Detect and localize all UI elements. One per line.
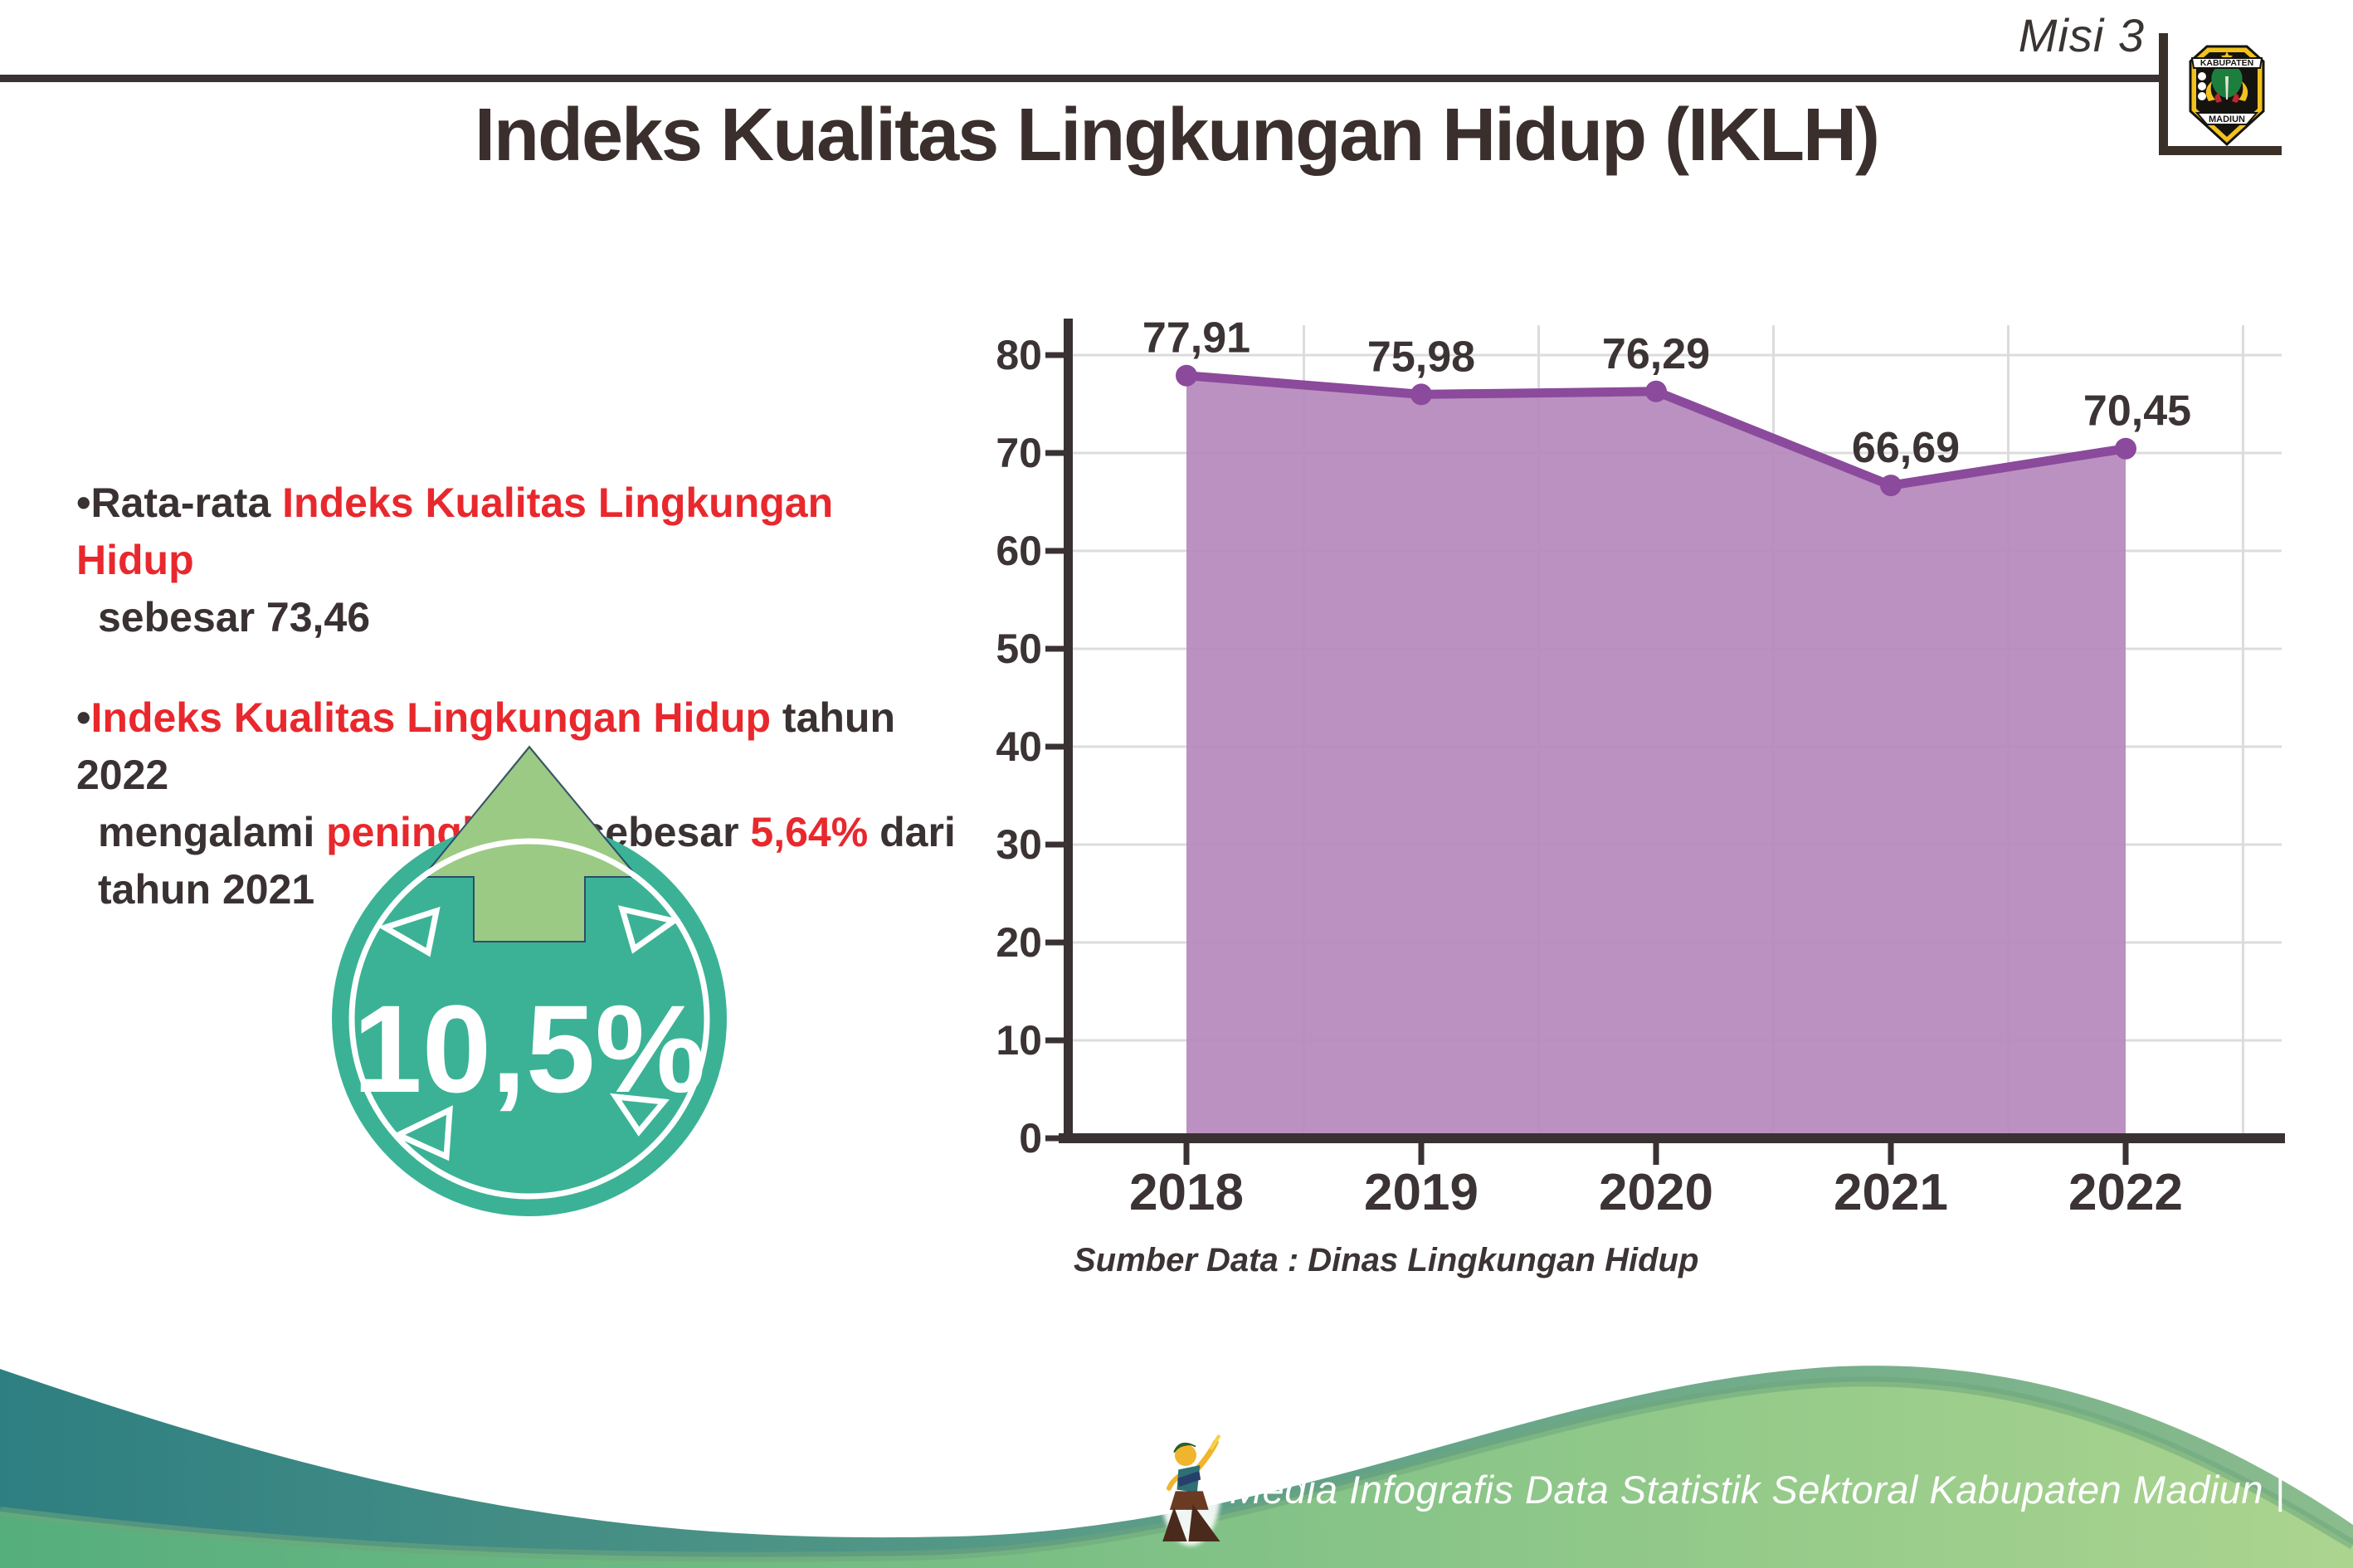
logo-frame-vertical <box>2159 33 2168 155</box>
y-axis-label: 50 <box>996 626 1042 672</box>
logo-wing-right-icon <box>2239 81 2248 101</box>
logo-flame-right <box>2232 93 2239 103</box>
sparkle-triangle-icon <box>378 906 441 957</box>
bullet-line: •Indeks Kualitas Lingkungan Hidup tahun … <box>76 689 956 804</box>
footer-hill-wave <box>0 1381 2353 1568</box>
y-axis-label: 60 <box>996 528 1042 574</box>
data-label: 70,45 <box>2083 387 2191 436</box>
logo-ribbon-bottom-text: MADIUN <box>2209 114 2245 124</box>
y-axis-label: 10 <box>996 1017 1042 1064</box>
bullet-line: sebesar 73,46 <box>76 589 956 646</box>
kabupaten-madiun-logo: KABUPATEN MADIUN <box>2189 45 2265 147</box>
mascot-arm-accent <box>1209 1434 1220 1450</box>
data-point <box>1880 475 1902 497</box>
data-label: 75,98 <box>1367 333 1475 381</box>
bullet-item: •Rata-rata Indeks Kualitas Lingkungan Hi… <box>76 475 956 646</box>
bullet-text-segment: Rata-rata <box>90 480 283 526</box>
bullet-text-segment: mengalami <box>98 809 327 855</box>
y-axis-label: 20 <box>996 919 1042 966</box>
data-point <box>1176 364 1197 387</box>
iklh-area-chart: 0 10 20 30 40 50 60 70 80 2018 2019 2020 2021 2022 77,… <box>996 314 2285 1278</box>
bullet-text-segment: Indeks Kualitas Lingkungan Hidup <box>76 480 834 583</box>
mission-label: Misi 3 <box>2018 9 2145 61</box>
bullet-text-segment: 5,64% <box>750 809 869 855</box>
logo-wing-left-icon <box>2205 81 2215 101</box>
up-arrow-fill <box>425 748 636 941</box>
header-rule <box>0 75 2163 82</box>
x-axis-label: 2020 <box>1599 1164 1713 1221</box>
y-axis-labels: 0 10 20 30 40 50 60 70 80 <box>996 332 1042 1161</box>
mascot-skirt-left <box>1162 1507 1187 1541</box>
logo-flame-left <box>2214 93 2222 103</box>
logo-cotton-icon <box>2198 92 2206 100</box>
chart-area <box>1186 375 2126 1137</box>
chart-markers <box>1176 364 2136 497</box>
y-axis-label: 80 <box>996 332 1042 378</box>
y-axis-label: 40 <box>996 723 1042 770</box>
bullet-text-segment: sebesar 73,46 <box>98 594 371 640</box>
increase-badge: 10,5% <box>332 745 727 1216</box>
badge-value: 10,5% <box>353 979 705 1118</box>
y-axis-label: 0 <box>1019 1115 1042 1161</box>
mascot-cap <box>1173 1442 1196 1454</box>
data-point <box>2115 437 2136 460</box>
data-label: 77,91 <box>1142 314 1250 363</box>
bullet-dot: • <box>76 480 91 526</box>
logo-ribbon-bottom <box>2195 112 2259 125</box>
y-axis-label: 30 <box>996 821 1042 868</box>
logo-cotton-icon <box>2198 82 2206 90</box>
bullet-dot: • <box>76 694 91 741</box>
sparkle-triangle-icon <box>609 1093 670 1137</box>
data-point <box>1410 383 1432 406</box>
logo-ribbon-top-text: KABUPATEN <box>2200 58 2253 68</box>
logo-ribbon-top <box>2190 57 2263 69</box>
mascot-sash <box>1177 1471 1201 1488</box>
bullet-item: •Indeks Kualitas Lingkungan Hidup tahun … <box>76 689 956 918</box>
bullet-text-segment: tahun 2021 <box>98 866 315 913</box>
footer-wave <box>0 1366 2353 1568</box>
source-note: Sumber Data : Dinas Lingkungan Hidup <box>1074 1242 1698 1278</box>
x-axis-label: 2018 <box>1129 1164 1244 1221</box>
logo-frame-horizontal <box>2159 146 2282 155</box>
data-label: 76,29 <box>1602 330 1710 378</box>
footer-hill-edge <box>0 1376 2353 1562</box>
logo-tree-trunk <box>2225 76 2229 100</box>
footer-caption: Media Infografis Data Statistik Sektoral… <box>1230 1468 2286 1512</box>
data-point <box>1645 380 1667 402</box>
data-labels: 77,91 75,98 76,29 66,69 70,45 <box>1142 314 2191 472</box>
bullet-line: tahun 2021 <box>76 861 956 918</box>
mascot-skirt-right <box>1188 1503 1220 1541</box>
chart-axes <box>1045 319 2285 1165</box>
bullet-text-segment: tahun 2022 <box>76 694 896 798</box>
data-label: 66,69 <box>1852 424 1960 472</box>
bullet-text-segment: Indeks Kualitas Lingkungan Hidup <box>90 694 772 741</box>
page-title: Indeks Kualitas Lingkungan Hidup (IKLH) <box>474 94 1880 177</box>
x-axis-labels: 2018 2019 2020 2021 2022 <box>1129 1164 2183 1221</box>
x-axis-label: 2019 <box>1364 1164 1479 1221</box>
dancer-mascot-icon <box>1160 1434 1221 1546</box>
mascot-head <box>1174 1444 1196 1466</box>
mascot-skirt-top <box>1169 1491 1209 1510</box>
bullet-list: •Rata-rata Indeks Kualitas Lingkungan Hi… <box>76 475 956 962</box>
x-axis-label: 2021 <box>1834 1164 1948 1221</box>
y-axis-label: 70 <box>996 430 1042 476</box>
bullet-text-segment: dari <box>868 809 956 855</box>
sparkle-triangle-icon <box>391 1105 453 1161</box>
badge-inner-ring <box>348 838 710 1200</box>
bullet-line: •Rata-rata Indeks Kualitas Lingkungan Hi… <box>76 475 956 589</box>
sparkle-triangle-icon <box>617 905 681 954</box>
x-axis-label: 2022 <box>2068 1164 2183 1221</box>
logo-cotton-icon <box>2198 72 2206 80</box>
